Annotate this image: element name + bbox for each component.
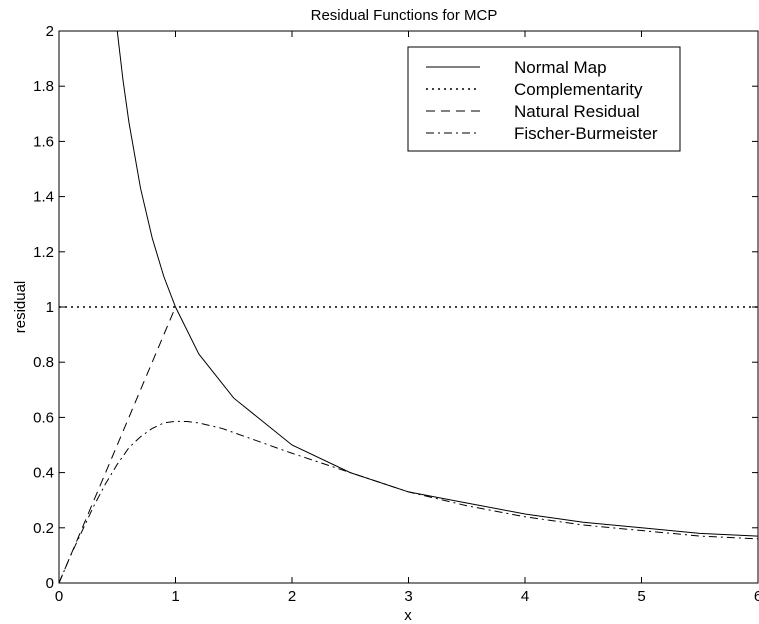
x-tick-label: 5 xyxy=(637,588,645,605)
y-tick-label: 0.2 xyxy=(33,520,54,537)
y-tick-label: 1 xyxy=(46,299,54,316)
series-line xyxy=(58,306,176,584)
x-tick-label: 1 xyxy=(171,588,179,605)
y-tick-label: 0 xyxy=(46,575,54,592)
chart-title: Residual Functions for MCP xyxy=(311,7,498,24)
x-tick-label: 0 xyxy=(55,588,63,605)
y-tick-label: 0.6 xyxy=(33,409,54,426)
legend-label: Complementarity xyxy=(514,80,643,99)
y-tick-label: 1.4 xyxy=(33,189,54,206)
legend-label: Natural Residual xyxy=(514,102,640,121)
x-axis-title: x xyxy=(404,607,412,624)
y-tick-label: 0.4 xyxy=(33,465,54,482)
series-line xyxy=(116,30,759,537)
y-tick-label: 1.2 xyxy=(33,244,54,261)
x-tick-label: 6 xyxy=(754,588,759,605)
y-tick-label: 1.8 xyxy=(33,78,54,95)
legend: Normal Map Complementarity Natural Residua… xyxy=(407,46,681,152)
x-tick-label: 4 xyxy=(521,588,529,605)
y-axis-title: residual xyxy=(12,281,29,334)
y-tick-label: 2 xyxy=(46,23,54,40)
x-tick-label: 2 xyxy=(288,588,296,605)
series-line xyxy=(58,420,759,584)
legend-label: Normal Map xyxy=(514,58,607,77)
y-tick-label: 1.6 xyxy=(33,133,54,150)
legend-label: Fischer-Burmeister xyxy=(514,124,658,143)
legend-box xyxy=(407,46,681,152)
y-tick-label: 0.8 xyxy=(33,354,54,371)
x-tick-label: 3 xyxy=(404,588,412,605)
